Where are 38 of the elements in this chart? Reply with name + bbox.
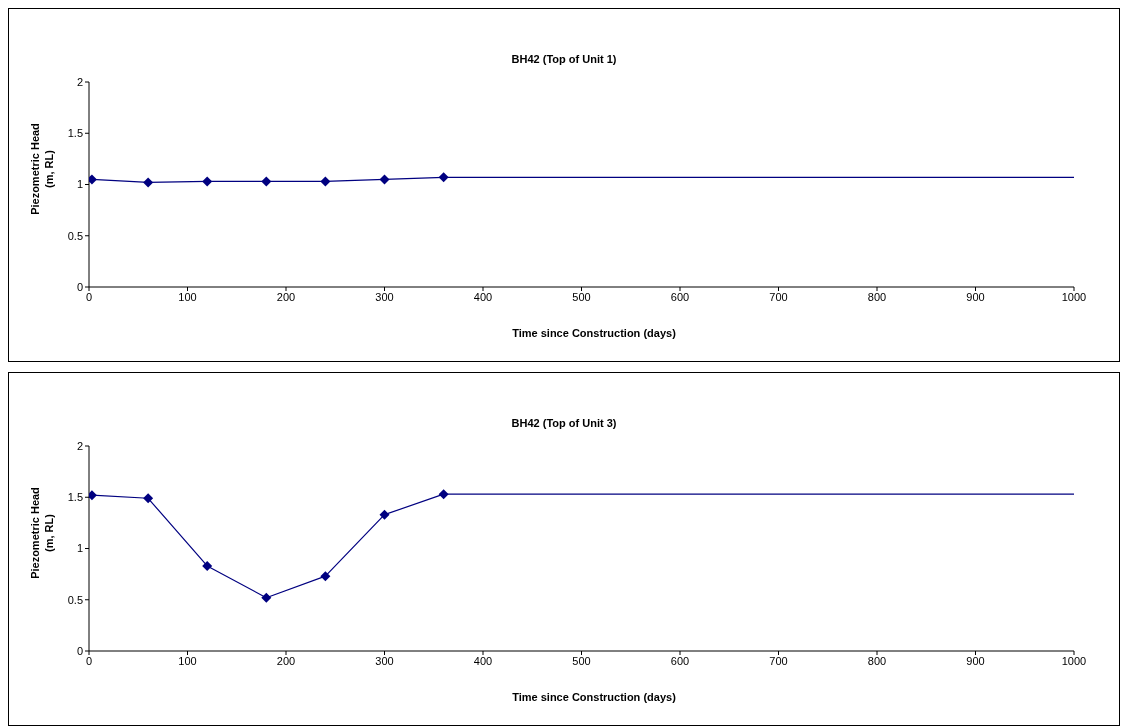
y-tick-label: 0.5 xyxy=(67,229,83,242)
x-tick-label: 500 xyxy=(572,654,591,667)
x-axis-title: Time since Construction (days) xyxy=(511,327,677,339)
y-axis-title: Piezometric Head (m, RL) xyxy=(28,122,55,217)
x-tick-label: 0 xyxy=(85,654,93,667)
x-tick-label: 100 xyxy=(178,290,197,303)
y-tick-label: 2 xyxy=(76,439,83,452)
y-axis-title: Piezometric Head (m, RL) xyxy=(28,486,55,581)
x-tick-label: 500 xyxy=(572,290,591,303)
x-tick-label: 100 xyxy=(178,654,197,667)
y-tick-label: 0.5 xyxy=(67,593,83,606)
x-tick-label: 800 xyxy=(867,654,887,667)
x-tick-label: 400 xyxy=(473,654,493,667)
y-tick-label: 1 xyxy=(76,542,83,555)
x-tick-label: 1000 xyxy=(1061,290,1087,303)
x-tick-label: 800 xyxy=(867,290,887,303)
x-tick-label: 700 xyxy=(769,654,788,667)
chart-title: BH42 (Top of Unit 3) xyxy=(510,417,618,429)
x-tick-label: 0 xyxy=(85,290,93,303)
x-tick-label: 300 xyxy=(375,290,394,303)
y-tick-label: 0 xyxy=(76,644,83,657)
chart-title: BH42 (Top of Unit 1) xyxy=(510,53,618,65)
x-tick-label: 1000 xyxy=(1061,654,1087,667)
y-tick-label: 1.5 xyxy=(67,491,83,504)
x-tick-label: 400 xyxy=(473,290,493,303)
y-tick-label: 2 xyxy=(76,75,83,88)
x-tick-label: 300 xyxy=(375,654,394,667)
x-tick-label: 600 xyxy=(670,290,690,303)
y-tick-label: 0 xyxy=(76,280,83,293)
x-tick-label: 200 xyxy=(276,654,296,667)
x-tick-label: 600 xyxy=(670,654,690,667)
x-tick-label: 900 xyxy=(966,654,985,667)
x-axis-title: Time since Construction (days) xyxy=(511,691,677,703)
y-tick-label: 1.5 xyxy=(67,127,83,140)
x-tick-label: 200 xyxy=(276,290,296,303)
x-tick-label: 700 xyxy=(769,290,788,303)
y-tick-label: 1 xyxy=(76,178,83,191)
x-tick-label: 900 xyxy=(966,290,985,303)
